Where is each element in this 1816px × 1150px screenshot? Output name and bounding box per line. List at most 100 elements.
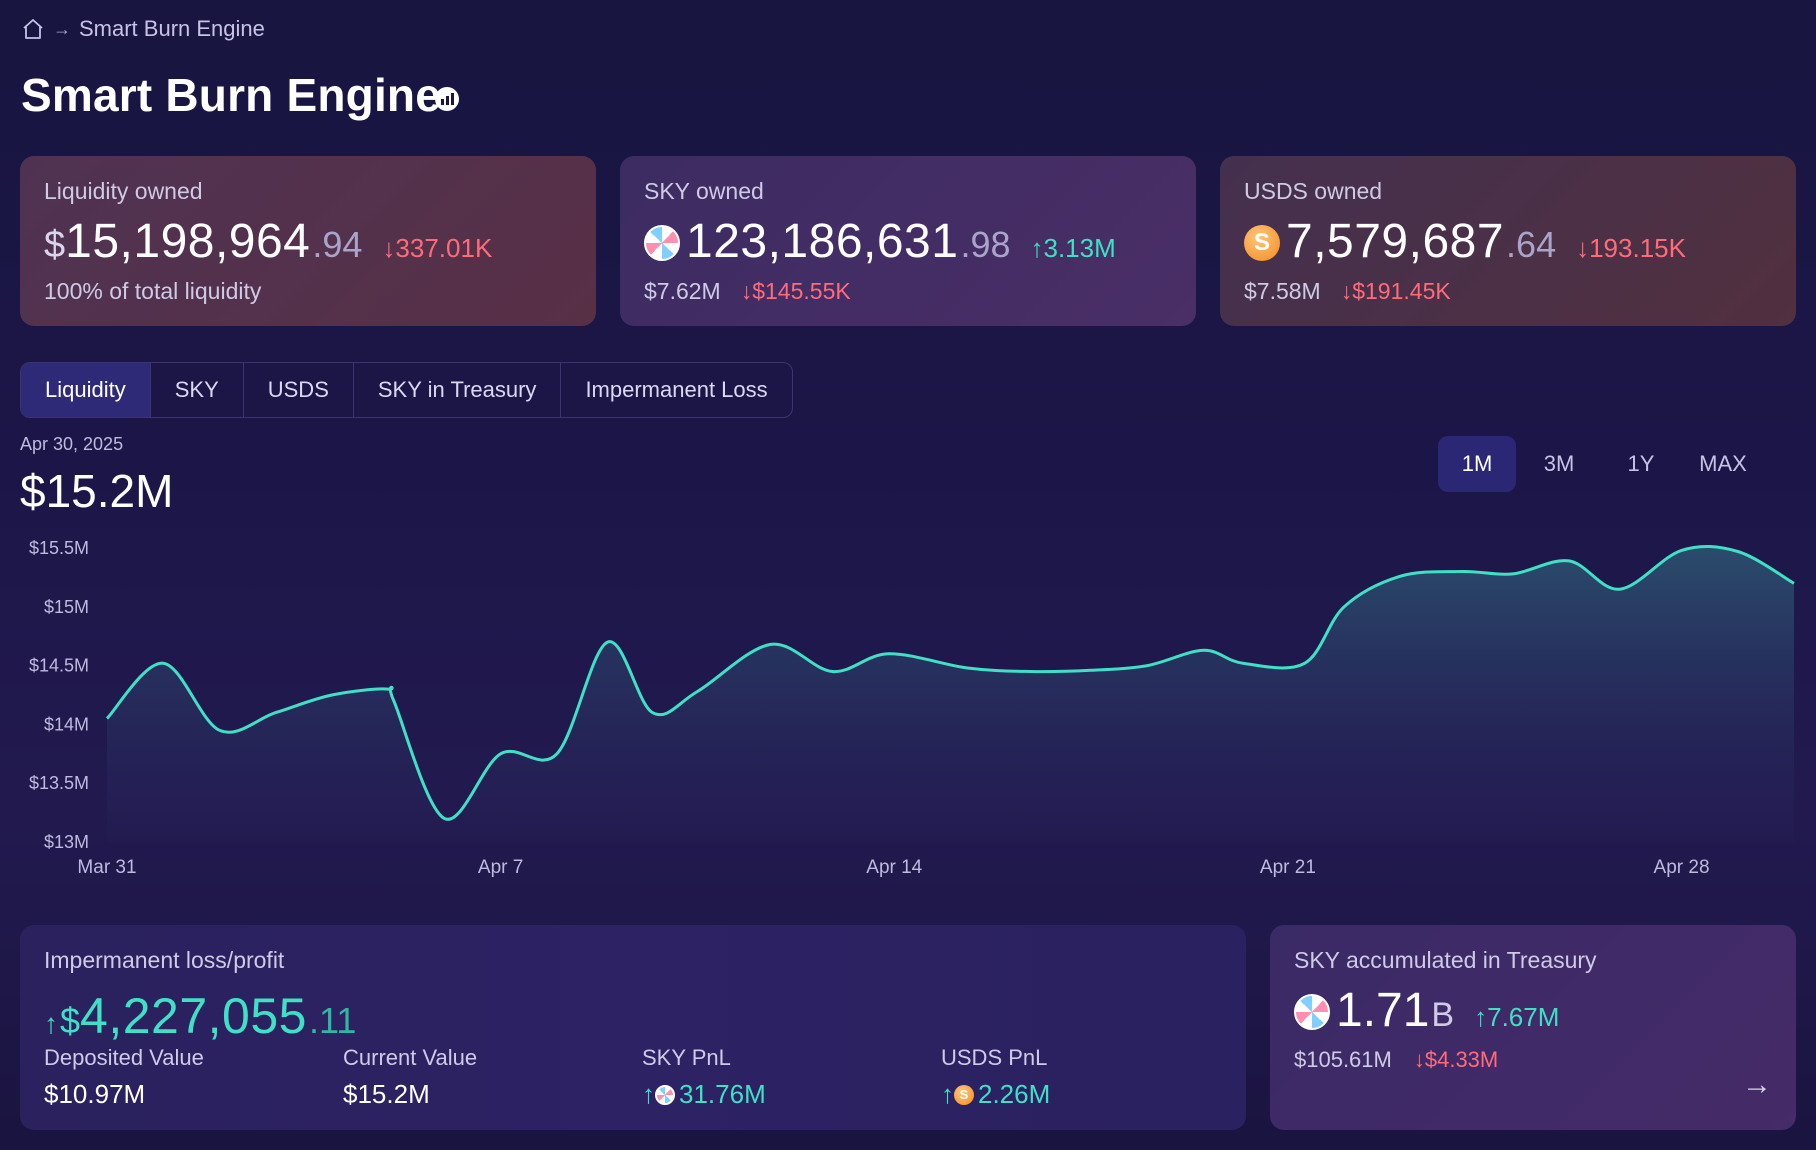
- usds-value: 7,579,687 .64 ↓193.15K: [1244, 214, 1686, 269]
- y-tick-label: $14.5M: [29, 656, 89, 676]
- sky-value: 123,186,631 .98 ↑3.13M: [644, 214, 1116, 269]
- stat-value: $10.97M: [44, 1079, 146, 1109]
- value-main: 7,579,687: [1286, 215, 1505, 268]
- arrow-right-icon[interactable]: →: [1742, 1068, 1772, 1101]
- x-tick-label: Apr 28: [1654, 857, 1710, 878]
- x-tick-label: Mar 31: [77, 857, 136, 878]
- up-arrow-icon: ↑: [642, 1079, 655, 1109]
- chart-series-line: [105, 545, 1795, 821]
- liquidity-sub: 100% of total liquidity: [44, 278, 261, 305]
- stat-current-value: Current Value $15.2M: [343, 1045, 642, 1110]
- card-label: Liquidity owned: [44, 178, 203, 204]
- usds-sub: $7.58M ↓$191.45K: [1244, 278, 1451, 305]
- card-label: SKY accumulated in Treasury: [1294, 947, 1597, 973]
- card-label: SKY owned: [644, 178, 764, 204]
- value-cents: .94: [312, 224, 363, 265]
- currency-symbol: $: [60, 1000, 81, 1041]
- stat-label: Deposited Value: [44, 1045, 204, 1070]
- stat-value: 2.26M: [978, 1079, 1051, 1109]
- breadcrumb-separator: →: [53, 18, 71, 39]
- tab-impermanent-loss[interactable]: Impermanent Loss: [585, 377, 768, 402]
- impermanent-value: ↑ $ 4,227,055 .11: [44, 987, 356, 1045]
- liquidity-value: $ 15,198,964 .94 ↓337.01K: [44, 214, 492, 269]
- tab-usds[interactable]: USDS: [244, 363, 354, 417]
- x-tick-label: Apr 7: [478, 857, 523, 878]
- accumulated-sub: $105.61M ↓$4.33M: [1294, 1047, 1498, 1073]
- up-arrow-icon: ↑: [941, 1079, 954, 1109]
- value-cents: .11: [308, 1000, 357, 1041]
- range-3m[interactable]: 3M: [1543, 451, 1575, 476]
- chart-area: [107, 546, 1794, 842]
- value-main: 123,186,631: [686, 215, 959, 268]
- y-tick-label: $13.5M: [29, 773, 89, 793]
- usds-token-icon: [1244, 225, 1280, 261]
- x-tick-label: Apr 21: [1260, 857, 1316, 878]
- tab-liquidity[interactable]: Liquidity: [21, 363, 151, 417]
- page-title: Smart Burn Engine: [21, 69, 442, 121]
- value-cents: .98: [960, 224, 1011, 265]
- usds-token-icon: [954, 1085, 974, 1105]
- value-main: 15,198,964: [65, 215, 311, 268]
- card-label: Impermanent loss/profit: [44, 947, 285, 973]
- sky-token-icon: [1294, 994, 1330, 1030]
- chart-badge-icon: [434, 86, 460, 112]
- y-tick-label: $15.5M: [29, 538, 89, 558]
- stat-label: Current Value: [343, 1045, 478, 1070]
- chart-tabs: Liquidity SKY USDS SKY in Treasury Imper…: [20, 362, 793, 418]
- stat-deposited-value: Deposited Value $10.97M: [44, 1045, 343, 1110]
- range-max[interactable]: MAX: [1699, 451, 1747, 476]
- value-cents: .64: [1506, 224, 1557, 265]
- value-delta: ↑3.13M: [1030, 233, 1116, 263]
- stat-label: SKY PnL: [642, 1045, 731, 1070]
- sky-token-icon: [655, 1085, 675, 1105]
- impermanent-loss-card: Impermanent loss/profit ↑ $ 4,227,055 .1…: [20, 925, 1246, 1130]
- up-arrow-icon: ↑: [44, 1008, 58, 1039]
- stat-value: 31.76M: [679, 1079, 766, 1109]
- stat-value: $15.2M: [343, 1079, 430, 1109]
- value-delta: ↑7.67M: [1474, 1002, 1560, 1032]
- y-tick-label: $13M: [44, 832, 89, 852]
- breadcrumb-current[interactable]: Smart Burn Engine: [79, 16, 265, 41]
- sky-sub: $7.62M ↓$145.55K: [644, 278, 851, 305]
- value-delta: ↓193.15K: [1576, 233, 1686, 263]
- stat-value-row: ↑ 2.26M: [941, 1079, 1240, 1110]
- sky-accumulated-card[interactable]: SKY accumulated in Treasury 1.71 B ↑7.67…: [1270, 925, 1796, 1130]
- currency-symbol: $: [44, 224, 66, 266]
- card-label: USDS owned: [1244, 178, 1383, 204]
- range-selector: 1M 3M 1Y MAX: [1438, 436, 1762, 492]
- stat-usds-pnl: USDS PnL ↑ 2.26M: [941, 1045, 1240, 1110]
- sky-owned-card: SKY owned 123,186,631 .98 ↑3.13M $7.62M …: [620, 156, 1196, 326]
- tab-sky[interactable]: SKY: [151, 363, 244, 417]
- sub-delta: ↓$191.45K: [1340, 278, 1451, 304]
- y-tick-label: $14M: [44, 714, 89, 734]
- stat-sky-pnl: SKY PnL ↑ 31.76M: [642, 1045, 941, 1110]
- value-main: 1.71: [1336, 984, 1430, 1037]
- sub-value: $7.62M: [644, 278, 721, 304]
- liquidity-owned-card: Liquidity owned $ 15,198,964 .94 ↓337.01…: [20, 156, 596, 326]
- x-tick-label: Apr 14: [866, 857, 922, 878]
- stat-label: USDS PnL: [941, 1045, 1048, 1070]
- tab-sky-in-treasury[interactable]: SKY in Treasury: [354, 363, 562, 417]
- sub-delta: ↓$4.33M: [1413, 1047, 1499, 1072]
- value-delta: ↓337.01K: [382, 233, 493, 263]
- impermanent-stats: Deposited Value $10.97M Current Value $1…: [44, 1045, 1240, 1110]
- range-1m[interactable]: 1M: [1438, 436, 1516, 492]
- liquidity-share: 100% of total liquidity: [44, 278, 262, 304]
- stat-value-row: ↑ 31.76M: [642, 1079, 941, 1110]
- liquidity-chart[interactable]: $13M $13.5M $14M $14.5M $15M $15.5M Mar 31 Apr …: [0, 530, 1816, 900]
- breadcrumb: → Smart Burn Engine: [21, 16, 265, 42]
- home-icon[interactable]: [21, 17, 45, 41]
- y-tick-label: $15M: [44, 597, 89, 617]
- value-main: 4,227,055: [80, 988, 307, 1044]
- sub-value: $105.61M: [1294, 1047, 1392, 1072]
- accumulated-value: 1.71 B ↑7.67M: [1294, 983, 1559, 1038]
- range-1y[interactable]: 1Y: [1627, 451, 1655, 476]
- value-unit: B: [1431, 996, 1455, 1034]
- usds-owned-card: USDS owned 7,579,687 .64 ↓193.15K $7.58M…: [1220, 156, 1796, 326]
- chart-date: Apr 30, 2025: [20, 434, 124, 454]
- sub-value: $7.58M: [1244, 278, 1321, 304]
- chart-value: $15.2M: [20, 465, 174, 517]
- sky-token-icon: [644, 225, 680, 261]
- sub-delta: ↓$145.55K: [740, 278, 851, 304]
